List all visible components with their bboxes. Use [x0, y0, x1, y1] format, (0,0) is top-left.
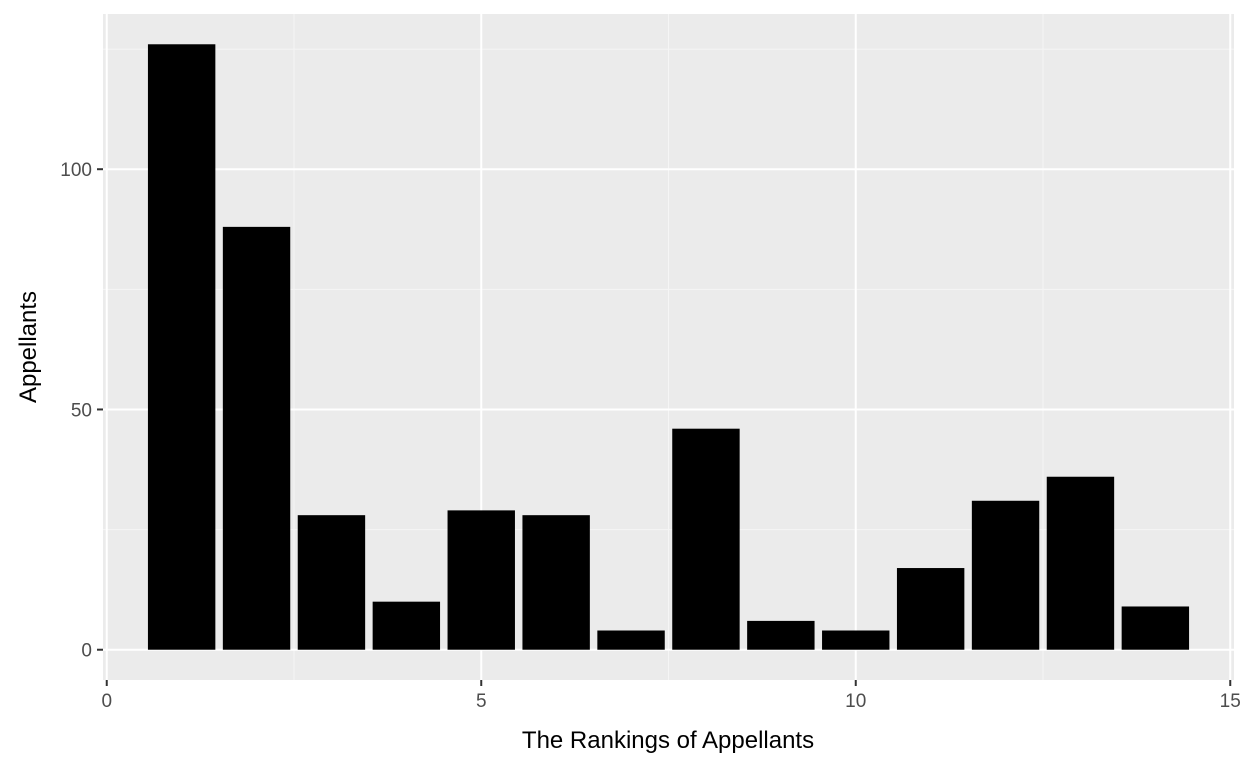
bar-rank-12 — [971, 500, 1040, 650]
bar-rank-6 — [522, 515, 590, 650]
bar-rank-11 — [896, 568, 965, 650]
x-axis: 0 5 10 15 — [101, 680, 1241, 712]
x-axis-title: The Rankings of Appellants — [522, 727, 814, 754]
bar-rank-9 — [747, 620, 815, 650]
bar-rank-7 — [597, 630, 665, 650]
bar-rank-1 — [147, 44, 216, 650]
bar-rank-3 — [297, 515, 366, 650]
minor-gridlines — [103, 14, 1234, 680]
bar-rank-2 — [222, 226, 291, 650]
bar-rank-14 — [1121, 606, 1190, 650]
bar-rank-8 — [672, 428, 740, 650]
x-tick-label: 5 — [476, 691, 487, 712]
y-tick-label: 0 — [81, 641, 92, 662]
bar-rank-4 — [372, 601, 441, 650]
bar-rank-10 — [822, 630, 890, 650]
x-tick-label: 10 — [845, 691, 866, 712]
x-tick-label: 15 — [1220, 691, 1241, 712]
x-tick-label: 0 — [101, 691, 112, 712]
y-tick-label: 100 — [60, 160, 92, 181]
major-gridlines — [103, 14, 1234, 680]
y-tick-label: 50 — [71, 400, 92, 421]
bar-rank-5 — [447, 510, 515, 650]
bars — [147, 44, 1190, 650]
bar-rank-13 — [1046, 476, 1115, 650]
y-axis: 0 50 100 — [60, 160, 103, 662]
y-axis-title: Appellants — [15, 291, 42, 403]
